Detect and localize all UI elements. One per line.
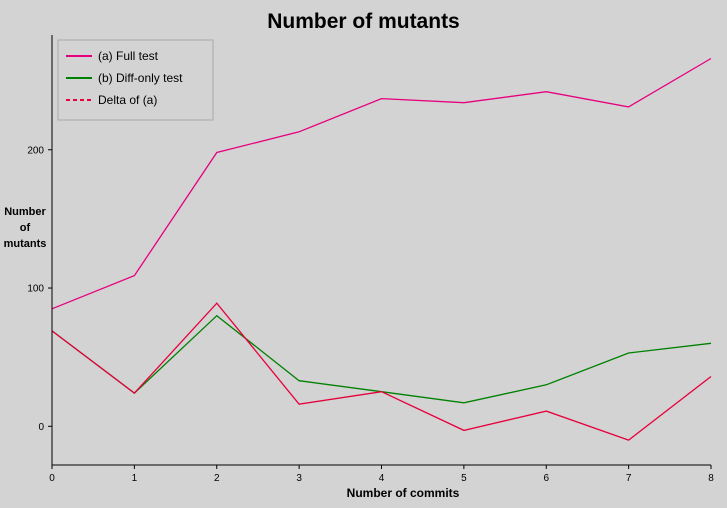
x-tick-label: 3	[296, 473, 302, 484]
x-tick-label: 0	[49, 473, 55, 484]
x-tick-label: 1	[132, 473, 138, 484]
y-axis-label-line: Number	[4, 206, 46, 218]
y-axis-label: Number of mutants	[4, 206, 47, 250]
chart-title: Number of mutants	[267, 10, 460, 33]
x-axis-label: Number of commits	[347, 486, 460, 500]
x-tick-label: 5	[461, 473, 467, 484]
x-tick-label: 7	[626, 473, 632, 484]
axes: 0 1 2 3 4 5 6 7 8 0 100 200	[27, 35, 714, 484]
plot-area	[51, 57, 712, 441]
legend-label-2: (b) Diff-only test	[98, 71, 183, 85]
series-line-1	[51, 57, 712, 310]
legend-label-1: (a) Full test	[98, 49, 159, 63]
legend-label-3: Delta of (a)	[98, 93, 157, 107]
series-line-3	[51, 302, 712, 441]
x-tick-label: 2	[214, 473, 220, 484]
legend-box	[57, 39, 214, 121]
y-axis-label-line: mutants	[4, 238, 47, 250]
y-tick-label: 0	[38, 422, 44, 433]
y-tick-label: 200	[27, 145, 44, 156]
y-tick-label: 100	[27, 284, 44, 295]
x-tick-label: 6	[543, 473, 549, 484]
x-tick-label: 8	[708, 473, 714, 484]
y-axis-label-line: of	[20, 222, 31, 234]
x-tick-label: 4	[379, 473, 385, 484]
legend: (a) Full test (b) Diff-only test Delta of …	[57, 39, 214, 121]
series-line-2	[51, 314, 712, 404]
